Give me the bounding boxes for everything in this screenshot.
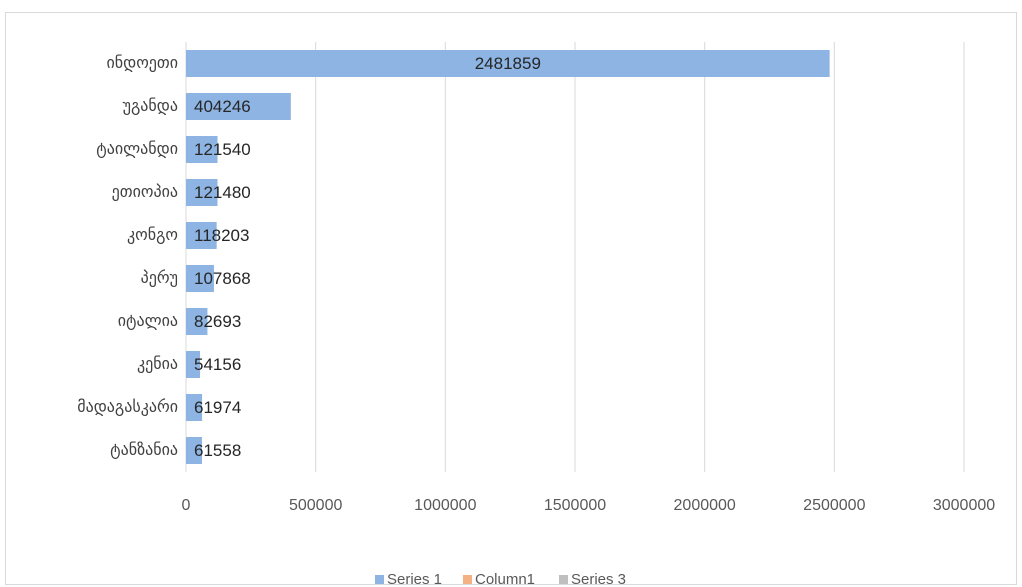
y-tick-label: პერუ (141, 268, 178, 287)
x-tick-label: 1500000 (544, 497, 606, 514)
data-label: 61974 (194, 398, 241, 417)
bar (186, 179, 218, 206)
legend-swatch (559, 575, 568, 584)
data-label: 121540 (194, 140, 251, 159)
data-label: 82693 (194, 312, 241, 331)
data-label: 118203 (194, 226, 249, 245)
y-tick-label: ეთიოპია (112, 182, 178, 201)
data-label: 107868 (194, 269, 251, 288)
x-tick-label: 1000000 (414, 497, 476, 514)
y-tick-label: ინდოეთი (106, 53, 178, 72)
legend-swatch (375, 575, 384, 584)
bar (186, 93, 291, 120)
bar (186, 50, 830, 77)
bar (186, 265, 214, 292)
data-label: 61558 (194, 441, 241, 460)
x-tick-label: 3000000 (933, 497, 995, 514)
bar (186, 394, 203, 421)
x-tick-label: 2500000 (803, 497, 865, 514)
y-tick-label: მადაგასკარი (77, 397, 178, 416)
y-tick-label: ტაილანდი (96, 139, 178, 158)
legend-label: Column1 (475, 571, 535, 587)
x-tick-label: 500000 (289, 497, 342, 514)
x-tick-label: 0 (182, 497, 191, 514)
bar (186, 136, 218, 163)
legend-label: Series 1 (387, 571, 442, 587)
legend-label: Series 3 (571, 571, 626, 587)
y-tick-label: კონგო (127, 225, 178, 244)
legend-swatch (463, 575, 472, 584)
bar (186, 308, 208, 335)
x-tick-label: 2000000 (674, 497, 736, 514)
data-label: 2481859 (475, 54, 541, 73)
y-tick-label: იტალია (118, 311, 178, 330)
bar (186, 351, 201, 378)
data-label: 54156 (194, 355, 241, 374)
y-tick-label: ტანზანია (110, 440, 178, 459)
bar (186, 437, 202, 464)
data-label: 121480 (194, 183, 251, 202)
bar (186, 222, 217, 249)
chart-frame (5, 12, 1017, 585)
data-label: 404246 (194, 97, 251, 116)
y-tick-label: უგანდა (123, 96, 178, 115)
y-tick-label: კენია (137, 354, 178, 373)
